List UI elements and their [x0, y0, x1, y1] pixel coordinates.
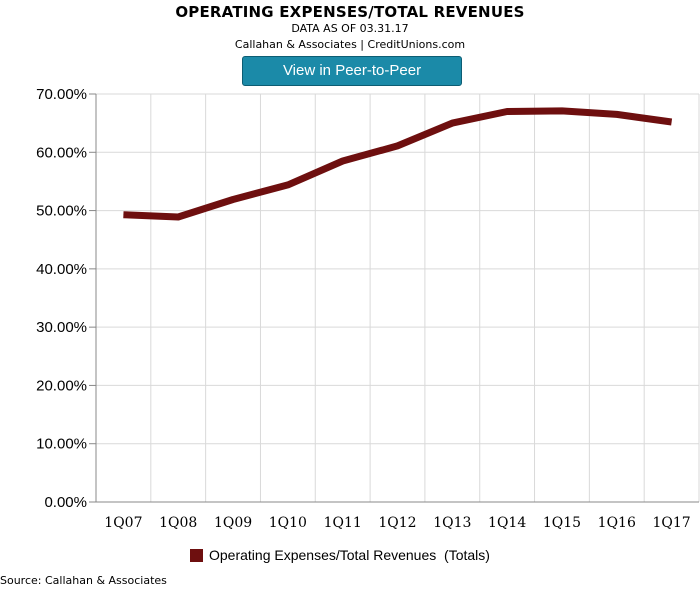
chart-legend[interactable]: Operating Expenses/Total Revenues (Total…	[190, 545, 490, 565]
series-lines	[123, 107, 673, 221]
y-tick-label: 20.00%	[36, 377, 87, 394]
chart-subtitle: DATA AS OF 03.31.17	[291, 22, 409, 35]
y-tick-label: 60.00%	[36, 144, 87, 161]
y-tick-label: 70.00%	[36, 86, 87, 103]
x-tick-label: 1Q16	[598, 515, 636, 531]
axes	[89, 93, 699, 503]
x-tick-label: 1Q12	[378, 515, 416, 531]
source-note: Source: Callahan & Associates	[0, 574, 167, 587]
chart-credit: Callahan & Associates | CreditUnions.com	[234, 38, 466, 51]
y-tick-label: 50.00%	[36, 203, 87, 220]
x-tick-label: 1Q11	[324, 515, 362, 531]
x-tick-label: 1Q13	[433, 515, 471, 531]
legend-swatch	[190, 548, 203, 562]
legend-label: Operating Expenses/Total Revenues (Total…	[209, 547, 490, 563]
x-tick-label: 1Q14	[488, 515, 526, 531]
grid-lines	[96, 93, 700, 502]
x-tick-label: 1Q09	[214, 515, 252, 531]
x-tick-label: 1Q10	[269, 515, 307, 531]
chart-plot-area: 0.00% 10.00% 20.00% 30.00% 40.00% 50.00% 60.00…	[36, 86, 700, 531]
y-tick-label: 10.00%	[36, 436, 87, 453]
y-tick-label: 0.00%	[44, 494, 87, 511]
x-tick-label: 1Q15	[543, 515, 581, 531]
chart-title: OPERATING EXPENSES/TOTAL REVENUES	[175, 3, 525, 21]
view-in-peer-to-peer-button[interactable]: View in Peer-to-Peer	[242, 56, 462, 86]
x-tick-label: 1Q07	[104, 515, 142, 531]
y-tick-label: 40.00%	[36, 261, 87, 278]
y-tick-labels: 0.00% 10.00% 20.00% 30.00% 40.00% 50.00% 60.00…	[36, 86, 87, 511]
x-tick-label: 1Q17	[652, 515, 690, 531]
x-tick-label: 1Q08	[159, 515, 197, 531]
x-tick-labels: 1Q07 1Q08 1Q09 1Q10 1Q11 1Q12 1Q13 1Q14 1Q15 1Q16…	[104, 515, 690, 531]
y-tick-label: 30.00%	[36, 319, 87, 336]
